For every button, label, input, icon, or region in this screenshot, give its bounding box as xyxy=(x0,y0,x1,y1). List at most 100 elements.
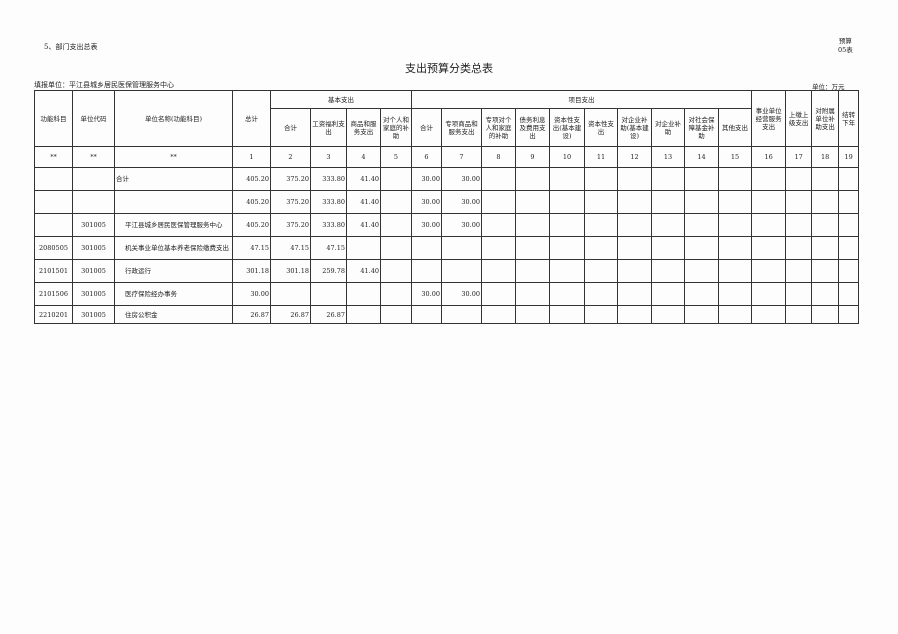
header-project-col: 对企业补助(基本建设) xyxy=(617,108,652,147)
table-cell xyxy=(684,305,719,324)
table-cell xyxy=(838,282,860,306)
table-cell: 30.00 xyxy=(441,282,482,306)
table-cell xyxy=(717,282,753,306)
column-index: 15 xyxy=(717,146,753,168)
table-cell xyxy=(617,213,652,237)
column-index: 5 xyxy=(380,146,412,168)
column-index: 4 xyxy=(346,146,381,168)
header-func-subject: 功能科目 xyxy=(34,90,73,147)
table-cell xyxy=(785,259,813,283)
table-cell xyxy=(481,213,516,237)
table-cell: 合计 xyxy=(114,167,233,191)
table-cell: 2080505 xyxy=(34,236,73,260)
table-cell: 26.87 xyxy=(270,305,311,324)
table-cell xyxy=(751,305,787,324)
table-cell xyxy=(684,259,719,283)
table-cell xyxy=(441,236,482,260)
table-cell: 30.00 xyxy=(232,282,271,306)
table-cell xyxy=(785,167,813,191)
table-cell xyxy=(811,236,840,260)
column-index: 8 xyxy=(481,146,516,168)
table-cell xyxy=(717,190,753,214)
table-cell: 333.80 xyxy=(310,167,347,191)
table-cell: 301005 xyxy=(72,282,115,306)
table-cell xyxy=(811,213,840,237)
table-cell xyxy=(380,282,412,306)
column-index: 17 xyxy=(785,146,813,168)
table-cell xyxy=(515,259,550,283)
column-index: ** xyxy=(34,146,73,168)
table-cell xyxy=(651,259,685,283)
table-cell xyxy=(481,259,516,283)
table-cell xyxy=(785,236,813,260)
table-cell: 333.80 xyxy=(310,213,347,237)
table-cell xyxy=(617,236,652,260)
column-index: 9 xyxy=(515,146,550,168)
table-cell xyxy=(34,213,73,237)
header-basic-col: 工资福利支出 xyxy=(310,108,347,147)
table-cell: 375.20 xyxy=(270,190,311,214)
table-row: 405.20 375.20 333.80 41.40 30.00 30.00 xyxy=(34,190,860,214)
table-cell xyxy=(481,190,516,214)
expenditure-table: 功能科目 单位代码 单位名称(功能科目) 总计 基本支出 项目支出 事业单位经营… xyxy=(34,90,860,324)
column-index: 2 xyxy=(270,146,311,168)
table-cell xyxy=(684,236,719,260)
table-cell xyxy=(346,282,381,306)
header-tail: 结转下年 xyxy=(838,90,860,147)
column-index: 19 xyxy=(838,146,860,168)
table-cell: 405.20 xyxy=(232,213,271,237)
table-cell xyxy=(411,259,442,283)
table-cell xyxy=(651,190,685,214)
table-cell xyxy=(481,305,516,324)
table-cell xyxy=(584,236,618,260)
table-cell xyxy=(751,190,787,214)
header-unit-code: 单位代码 xyxy=(72,90,115,147)
table-cell xyxy=(72,167,115,191)
table-cell xyxy=(684,167,719,191)
table-cell: 30.00 xyxy=(441,167,482,191)
table-cell: 2210201 xyxy=(34,305,73,324)
form-code-line: 预算 xyxy=(838,37,852,45)
table-cell xyxy=(751,236,787,260)
table-cell xyxy=(441,259,482,283)
column-index: ** xyxy=(72,146,115,168)
table-cell: 41.40 xyxy=(346,213,381,237)
table-row: 2210201 301005 住房公积金 26.87 26.87 26.87 xyxy=(34,305,860,324)
table-cell xyxy=(584,282,618,306)
table-cell: 301.18 xyxy=(232,259,271,283)
table-cell xyxy=(785,282,813,306)
table-cell: 30.00 xyxy=(411,282,442,306)
table-cell xyxy=(380,259,412,283)
column-index: 12 xyxy=(617,146,652,168)
table-cell xyxy=(549,305,585,324)
table-cell xyxy=(72,190,115,214)
table-cell xyxy=(684,282,719,306)
table-cell: 2101501 xyxy=(34,259,73,283)
header-project-col: 对社会保障基金补助 xyxy=(684,108,719,147)
table-cell: 机关事业单位基本养老保险缴费支出 xyxy=(114,236,233,260)
table-cell xyxy=(838,167,860,191)
table-cell xyxy=(380,167,412,191)
table-cell: 301005 xyxy=(72,236,115,260)
column-index: 16 xyxy=(751,146,787,168)
column-index: ** xyxy=(114,146,233,168)
table-cell: 30.00 xyxy=(411,190,442,214)
table-row: 2080505 301005 机关事业单位基本养老保险缴费支出 47.15 47.15 4… xyxy=(34,236,860,260)
table-cell xyxy=(515,167,550,191)
table-cell: 30.00 xyxy=(411,213,442,237)
table-cell: 平江县城乡居民医保管理服务中心 xyxy=(114,213,233,237)
header-project-col: 对企业补助 xyxy=(651,108,685,147)
table-cell xyxy=(584,167,618,191)
table-row: 2101501 301005 行政运行 301.18 301.18 259.78 41.40 xyxy=(34,259,860,283)
header-unit-name: 单位名称(功能科目) xyxy=(114,90,233,147)
form-code: 预算 05表 xyxy=(838,37,853,55)
table-cell xyxy=(584,213,618,237)
table-cell xyxy=(34,190,73,214)
form-code-line: 05表 xyxy=(838,46,853,54)
table-cell xyxy=(515,282,550,306)
table-cell xyxy=(549,167,585,191)
table-cell xyxy=(717,259,753,283)
column-index: 1 xyxy=(232,146,271,168)
table-cell: 行政运行 xyxy=(114,259,233,283)
